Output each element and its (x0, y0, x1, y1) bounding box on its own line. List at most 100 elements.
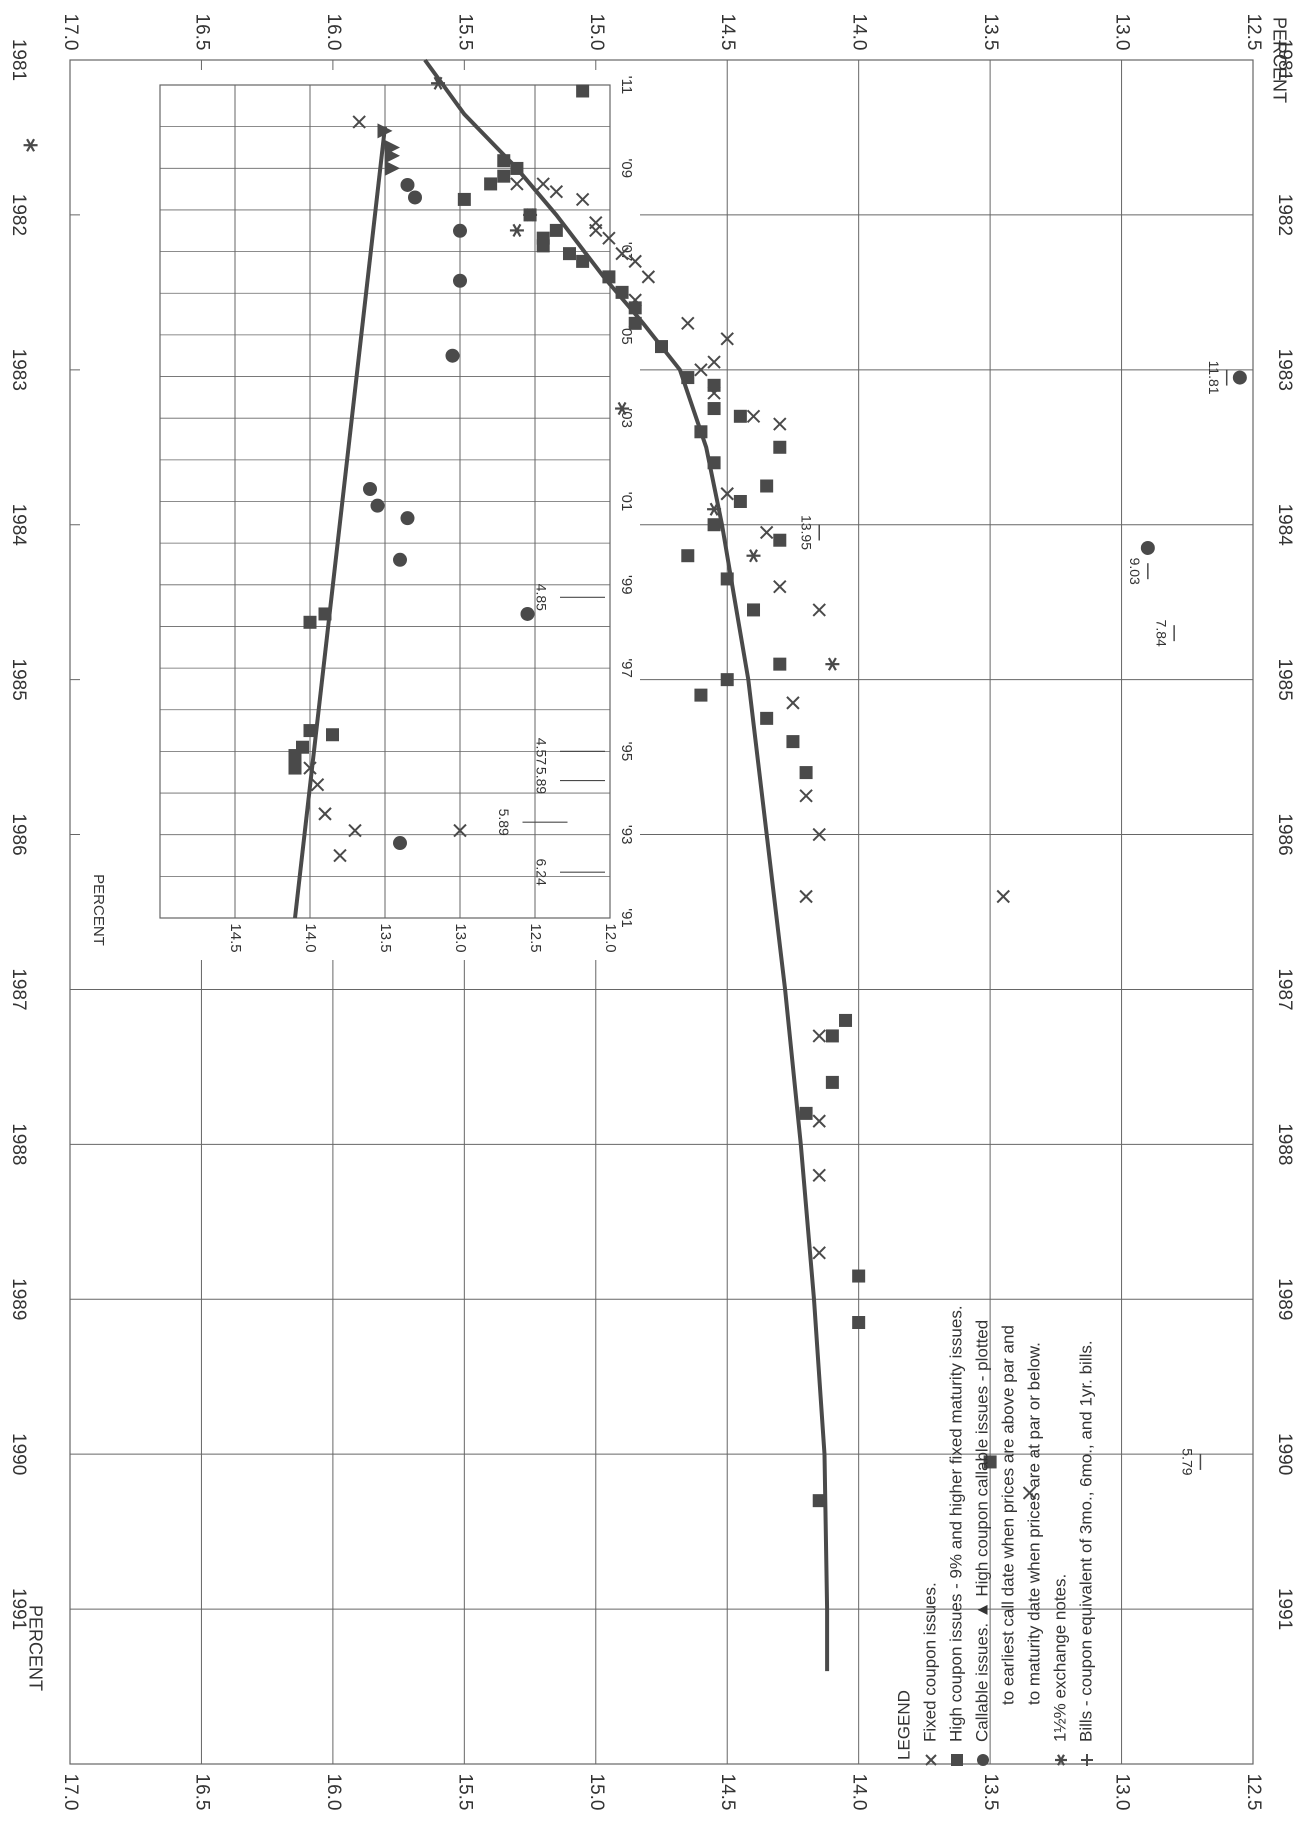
inset-y-tick-label: 13.0 (452, 923, 469, 952)
legend-asterisk-icon (1057, 1754, 1065, 1766)
y-axis-title-right: PERCENT (1269, 17, 1289, 103)
high-coupon-point (707, 456, 721, 470)
legend-item-text: to earliest call date when prices are ab… (998, 1325, 1017, 1705)
inset-high-coupon-point (318, 607, 332, 621)
y-tick-label-bottom: 15.0 (586, 1774, 607, 1811)
y-tick-label-top: 14.5 (717, 14, 738, 51)
high-coupon-point (720, 673, 734, 687)
legend-item-text: 1½% exchange notes. (1050, 1574, 1069, 1742)
inset-callable-call-date-point (385, 139, 400, 155)
legend-circle-icon (977, 1754, 989, 1766)
y-tick-label-bottom: 17.0 (60, 1774, 81, 1811)
y-tick-label-top: 15.5 (454, 14, 475, 51)
high-coupon-point (628, 316, 642, 330)
inset-x-tick-label: '09 (618, 159, 635, 179)
inset-fixed-coupon-point (303, 761, 317, 775)
inset-y-axis-title: PERCENT (90, 874, 107, 946)
y-tick-label-top: 17.0 (60, 14, 81, 51)
high-coupon-point (484, 177, 498, 191)
high-coupon-point (562, 247, 576, 261)
x-tick-label-right: 1987 (1274, 968, 1295, 1010)
inset-callable-point (370, 498, 385, 513)
high-coupon-point (773, 533, 787, 547)
inset-high-coupon-point (288, 761, 302, 775)
high-coupon-point (786, 735, 800, 749)
high-coupon-point (457, 192, 471, 206)
legend-x-icon (925, 1754, 937, 1766)
out-of-range-value-label: 11.81 (1206, 361, 1222, 395)
main-tick-labels: 12.5 12.5 13.0 13.0 13.5 13.5 14.0 14.0 14.5 14.5… (8, 14, 1295, 1811)
y-tick-label-top: 12.5 (1243, 14, 1264, 51)
x-tick-label-left: 1987 (8, 968, 29, 1010)
y-tick-label-top: 13.0 (1112, 14, 1133, 51)
fixed-coupon-point (996, 889, 1010, 904)
x-tick-label-right: 1990 (1274, 1433, 1295, 1475)
x-tick-label-left: 1981 (8, 39, 29, 81)
fixed-coupon-point (589, 223, 603, 238)
exchange-note-point (617, 401, 627, 416)
high-coupon-point (694, 425, 708, 439)
fixed-coupon-point (536, 177, 550, 191)
y-axis-title-left: PERCENT (25, 1605, 45, 1691)
inset-out-of-range-value-label: 4.57 (533, 738, 549, 765)
high-coupon-point (852, 1316, 866, 1330)
high-coupon-point (747, 603, 761, 617)
inset-x-tick-label: '97 (618, 658, 635, 678)
inset-out-of-range-value-label: 5.89 (496, 809, 512, 836)
high-coupon-point (760, 479, 774, 493)
inset-y-tick-label: 13.5 (377, 923, 394, 952)
out-of-range-value-label: 5.79 (1180, 1448, 1196, 1475)
high-coupon-point (549, 223, 563, 237)
inset-high-coupon-point (296, 740, 309, 754)
high-coupon-point (536, 239, 550, 253)
high-coupon-point (707, 402, 721, 416)
x-tick-label-right: 1989 (1274, 1278, 1295, 1320)
inset-out-of-range-value-label: 5.89 (533, 767, 549, 794)
x-tick-label-left: 1984 (8, 504, 29, 547)
inset-x-tick-label: '03 (618, 408, 635, 428)
x-tick-label-right: 1981 (1274, 39, 1295, 81)
inset-x-tick-label: '95 (618, 742, 635, 762)
fixed-coupon-point (707, 355, 721, 369)
inset-callable-point (393, 552, 407, 567)
y-tick-label-bottom: 13.0 (1112, 1774, 1133, 1811)
inset-x-tick-label: '99 (618, 575, 635, 595)
high-coupon-point (497, 169, 511, 183)
inset-background (80, 70, 640, 960)
inset-fixed-coupon-point (318, 807, 332, 821)
high-coupon-point (655, 340, 668, 354)
exchange-note-point (709, 502, 719, 516)
inset-callable-point (453, 273, 467, 288)
high-coupon-point (825, 1075, 839, 1089)
high-coupon-point (510, 161, 524, 175)
fixed-coupon-point (799, 889, 813, 904)
inset-fixed-coupon-point (453, 823, 467, 838)
inset-callable-point (445, 348, 460, 363)
inset-fixed-coupon-point (310, 778, 325, 792)
out-of-range-value-label: 7.84 (1153, 620, 1169, 647)
inset-y-tick-label: 14.5 (227, 923, 244, 952)
inset-callable-point (408, 190, 422, 205)
fixed-coupon-point (615, 246, 629, 261)
inset-fixed-coupon-point (333, 848, 347, 863)
high-coupon-point (773, 657, 787, 671)
fixed-coupon-point (786, 696, 800, 710)
high-coupon-point (628, 301, 642, 315)
high-coupon-point (852, 1269, 866, 1283)
fixed-coupon-point (720, 487, 734, 501)
fixed-coupon-point (746, 409, 761, 423)
inset-callable-point (400, 177, 415, 192)
x-tick-label-right: 1982 (1274, 194, 1295, 236)
x-tick-label-left: 1991 (8, 1588, 29, 1630)
inset-high-coupon-point (326, 728, 339, 742)
inset-fitted-line (293, 126, 387, 919)
inset-callable-point (393, 836, 407, 851)
fixed-coupon-point (812, 603, 826, 617)
fixed-coupon-point (641, 270, 656, 284)
high-coupon-point (576, 254, 590, 268)
inset-high-coupon-point (303, 724, 317, 738)
legend-item-text: High coupon issues - 9% and higher fixed… (946, 1305, 965, 1742)
fixed-coupon-point (812, 1114, 826, 1128)
x-tick-label-left: 1986 (8, 813, 29, 855)
inset-chart: 12.0 12.5 13.0 13.5 14.0 14.5 '91 '93 '95 '97 '99 '… (80, 70, 640, 960)
